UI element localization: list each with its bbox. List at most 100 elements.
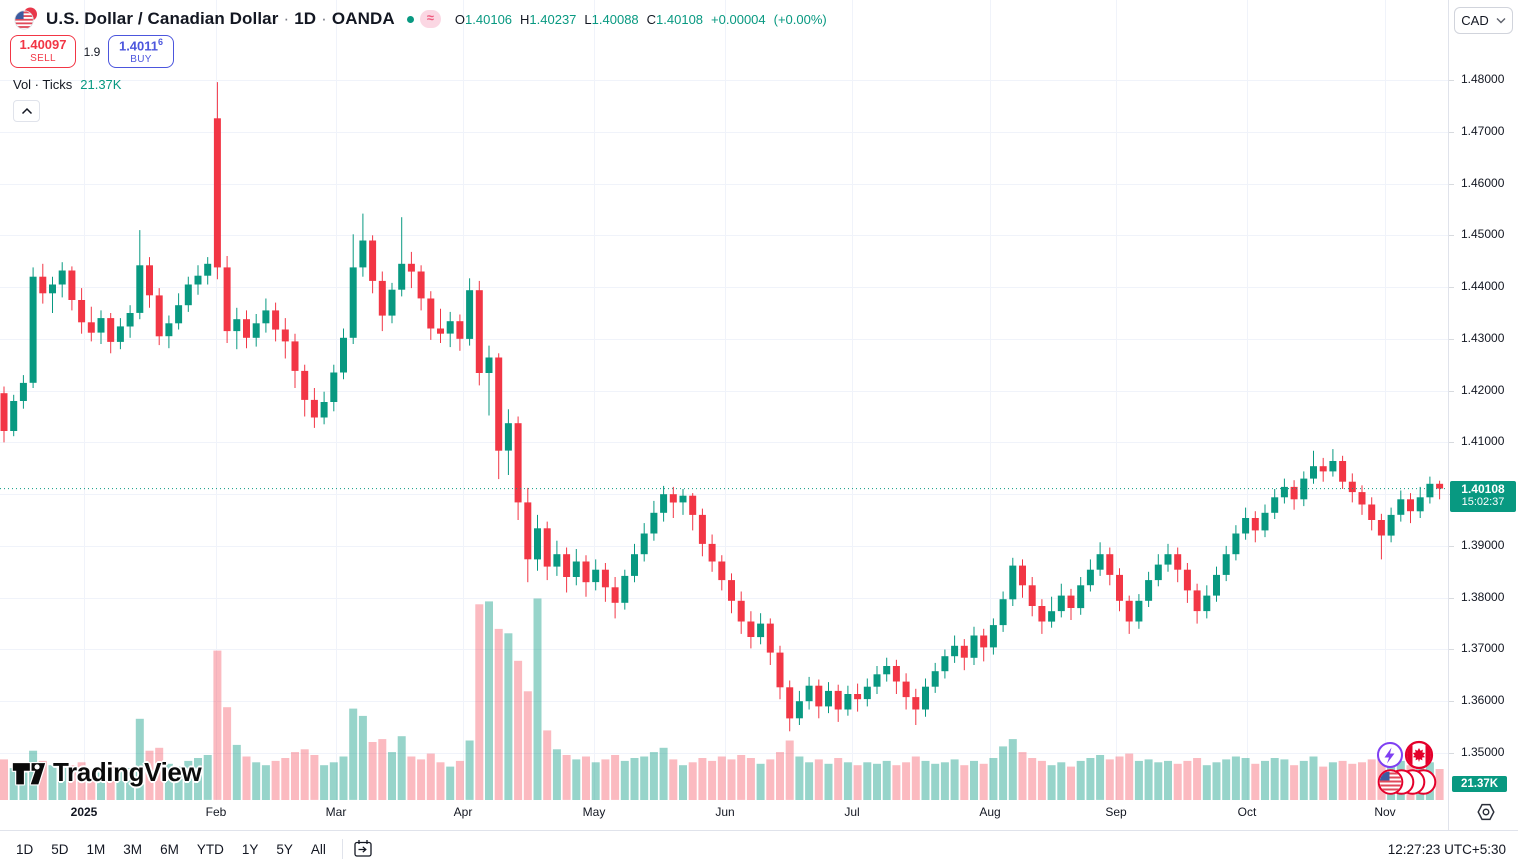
price-axis-tick: [1449, 649, 1454, 650]
time-axis-label-Nov: Nov: [1374, 805, 1396, 819]
lightning-event-icon[interactable]: [1377, 742, 1403, 768]
price-axis-tick: [1449, 235, 1454, 236]
gear-icon[interactable]: [1475, 801, 1497, 823]
price-axis-tick: [1449, 701, 1454, 702]
buy-button[interactable]: 1.40116 BUY: [108, 35, 174, 68]
time-axis-label-Aug: Aug: [979, 805, 1001, 819]
price-axis-label: 1.42000: [1461, 382, 1505, 397]
buy-label: BUY: [130, 54, 152, 66]
currency-selector[interactable]: CAD: [1454, 7, 1513, 34]
watermark-text: TradingView: [53, 757, 202, 787]
price-axis-tick: [1449, 287, 1454, 288]
symbol-title[interactable]: U.S. Dollar / Canadian Dollar · 1D · OANDA: [46, 9, 395, 29]
title-separator: ·: [283, 9, 290, 28]
range-button-5D[interactable]: 5D: [51, 841, 69, 857]
time-axis-label-Oct: Oct: [1237, 805, 1257, 819]
open-label: O: [454, 11, 466, 27]
go-to-date-button[interactable]: [350, 836, 376, 862]
us-flag-events-stack-icon[interactable]: [1377, 769, 1437, 795]
ohlc-values: O1.40106 H1.40237 L1.40088 C1.40108 +0.0…: [455, 12, 835, 27]
high-label: H: [520, 11, 530, 27]
approx-data-badge-icon[interactable]: ≈: [419, 10, 441, 28]
range-button-1Y[interactable]: 1Y: [241, 841, 259, 857]
time-axis-label-Jun: Jun: [715, 805, 735, 819]
price-axis-label: 1.48000: [1461, 72, 1505, 86]
event-icons-cluster[interactable]: [1372, 739, 1444, 797]
price-axis-label: 1.37000: [1461, 641, 1505, 656]
volume-indicator-label: Vol · Ticks: [13, 77, 73, 92]
time-axis-label-Jul: Jul: [844, 805, 860, 819]
price-axis-label: 1.36000: [1461, 693, 1505, 708]
price-axis-tick: [1449, 546, 1454, 547]
candlestick-chart[interactable]: [0, 0, 1448, 801]
sell-button[interactable]: 1.40097 SELL: [10, 35, 76, 68]
price-axis-tick: [1449, 391, 1454, 392]
range-button-1D[interactable]: 1D: [16, 841, 34, 857]
time-axis-label-Mar: Mar: [325, 805, 347, 819]
exchange-label: OANDA: [331, 9, 395, 28]
range-button-5Y[interactable]: 5Y: [276, 841, 293, 857]
volume-indicator-value: 21.37K: [80, 77, 122, 92]
sell-label: SELL: [30, 53, 56, 65]
price-axis-label: 1.47000: [1461, 123, 1505, 138]
tradingview-logo-icon: [12, 763, 46, 785]
tradingview-watermark[interactable]: TradingView: [12, 757, 202, 788]
price-axis-label: 1.43000: [1461, 330, 1505, 345]
date-range-buttons: 1D 5D 1M 3M 6M YTD 1Y 5Y All: [7, 838, 335, 861]
time-axis-label-Sep: Sep: [1105, 805, 1127, 819]
market-status: ≈: [406, 10, 441, 28]
price-axis-tick: [1449, 753, 1454, 754]
change-percent: (+0.00%): [773, 11, 827, 27]
price-axis-tick: [1449, 132, 1454, 133]
price-axis-label: 1.45000: [1461, 227, 1505, 242]
volume-axis-badge: 21.37K: [1452, 776, 1507, 792]
range-button-1M[interactable]: 1M: [86, 841, 106, 857]
trade-panel: 1.40097 SELL 1.9 1.40116 BUY: [10, 35, 174, 68]
last-price-value: 1.40108: [1461, 481, 1505, 496]
time-axis[interactable]: 2025 Feb Mar Apr May Jun Jul Aug Sep Oct Nov: [0, 800, 1448, 830]
close-label: C: [646, 11, 657, 27]
chevron-down-icon: [1496, 18, 1506, 24]
interval-label: 1D: [294, 9, 317, 28]
clock-timezone[interactable]: 12:27:23 UTC+5:30: [1387, 841, 1506, 857]
price-axis-label: 1.38000: [1461, 589, 1505, 604]
last-price-badge: 1.40108 15:02:37: [1450, 480, 1516, 512]
price-axis-label: 1.39000: [1461, 537, 1505, 552]
open-value: 1.40106: [465, 11, 513, 27]
price-axis-tick: [1449, 598, 1454, 599]
range-button-YTD[interactable]: YTD: [196, 841, 224, 857]
symbol-header: U.S. Dollar / Canadian Dollar · 1D · OANDA ≈…: [14, 7, 835, 31]
time-axis-label-Apr: Apr: [453, 805, 473, 819]
spread-value: 1.9: [83, 44, 101, 59]
high-value: 1.40237: [529, 11, 577, 27]
time-axis-label-Feb: Feb: [205, 805, 227, 819]
range-button-6M[interactable]: 6M: [160, 841, 179, 857]
price-axis-label: 1.46000: [1461, 175, 1505, 190]
calendar-goto-icon: [354, 840, 372, 857]
price-axis[interactable]: CAD 1.48000 1.47000 1.46000 1.45000 1.44000 1…: [1448, 0, 1518, 830]
range-button-3M[interactable]: 3M: [123, 841, 143, 857]
countdown-timer: 15:02:37: [1461, 495, 1505, 508]
price-axis-tick: [1449, 80, 1454, 81]
price-axis-label: 1.44000: [1461, 279, 1505, 294]
change-value: +0.00004: [711, 11, 766, 27]
time-axis-label-2025: 2025: [70, 805, 98, 819]
bottom-toolbar: 1D 5D 1M 3M 6M YTD 1Y 5Y All 12:27:23 UTC+5:30: [0, 830, 1518, 867]
price-axis-tick: [1449, 442, 1454, 443]
symbol-name: U.S. Dollar / Canadian Dollar: [46, 9, 279, 28]
price-axis-tick: [1449, 184, 1454, 185]
currency-value: CAD: [1461, 13, 1489, 28]
title-separator: ·: [321, 9, 327, 28]
volume-indicator-legend[interactable]: Vol · Ticks 21.37K: [13, 77, 121, 92]
range-button-All[interactable]: All: [310, 841, 326, 857]
low-value: 1.40088: [591, 11, 639, 27]
close-value: 1.40108: [656, 11, 704, 27]
toolbar-divider: [341, 839, 343, 859]
canada-flag-event-icon[interactable]: [1404, 740, 1434, 770]
low-label: L: [584, 11, 592, 27]
sell-price: 1.40097: [19, 37, 67, 53]
buy-price: 1.40116: [118, 37, 164, 54]
collapse-pane-button[interactable]: [13, 100, 40, 122]
chevron-up-icon: [21, 107, 32, 115]
